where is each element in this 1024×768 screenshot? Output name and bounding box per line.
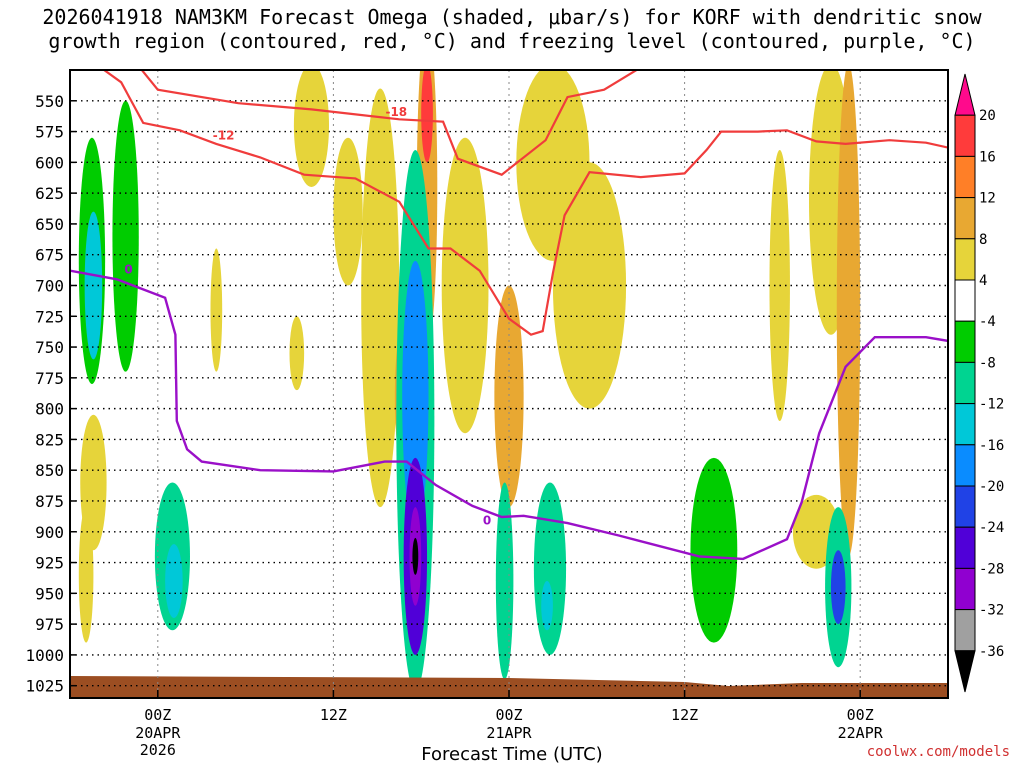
- omega-region-14: [421, 70, 433, 163]
- y-tick-label-650: 650: [35, 215, 64, 234]
- omega-region-24: [541, 581, 553, 631]
- omega-region-22: [495, 482, 514, 680]
- x-date-label-54: 22APR: [838, 724, 884, 742]
- y-tick-label-975: 975: [35, 615, 64, 634]
- x-tick-label-30: 00Z: [495, 706, 522, 724]
- contour-label-3: 0: [483, 514, 491, 528]
- omega-region-19: [412, 537, 419, 575]
- x-tick-label-18: 12Z: [320, 706, 347, 724]
- y-tick-label-775: 775: [35, 369, 64, 388]
- y-tick-label-750: 750: [35, 338, 64, 357]
- omega-region-23: [533, 482, 567, 655]
- y-tick-label-575: 575: [35, 123, 64, 142]
- x-tick-label-6: 00Z: [144, 706, 171, 724]
- colorbar-label--32: -32: [979, 603, 1004, 619]
- colorbar-swatch-9: [954, 444, 976, 487]
- credit-text: coolwx.com/models: [866, 744, 1010, 760]
- omega-region-31: [844, 384, 856, 532]
- y-tick-label-625: 625: [35, 184, 64, 203]
- colorbar-label--28: -28: [979, 561, 1004, 577]
- colorbar-swatch-2: [954, 155, 976, 199]
- omega-region-11: [361, 88, 400, 508]
- colorbar-swatch-12: [954, 567, 976, 611]
- omega-region-7: [210, 248, 223, 372]
- y-tick-label-1000: 1000: [25, 646, 64, 665]
- colorbar-label--12: -12: [979, 397, 1004, 413]
- y-tick-label-875: 875: [35, 492, 64, 511]
- terrain-surface: [70, 676, 948, 698]
- chart-title-line-2: growth region (contoured, red, °C) and f…: [48, 29, 976, 53]
- colorbar-swatch-13: [954, 609, 976, 652]
- freezing-level-contour: [70, 269, 948, 561]
- colorbar-label-20: 20: [979, 108, 996, 124]
- colorbar-swatch-1: [954, 114, 976, 157]
- colorbar-label-12: 12: [979, 191, 996, 207]
- y-tick-label-1025: 1025: [25, 677, 64, 696]
- omega-region-21: [494, 285, 524, 508]
- x-axis-title: Forecast Time (UTC): [421, 744, 603, 765]
- plot-area: -12 -18 0 0: [70, 70, 948, 698]
- colorbar-label--24: -24: [979, 520, 1004, 536]
- colorbar-swatch-8: [954, 403, 976, 446]
- colorbar-label--8: -8: [979, 355, 996, 371]
- colorbar-label--36: -36: [979, 644, 1004, 660]
- y-tick-label-600: 600: [35, 153, 64, 172]
- y-tick-label-850: 850: [35, 461, 64, 480]
- y-tick-label-700: 700: [35, 276, 64, 295]
- colorbar-swatch-4: [954, 238, 976, 281]
- colorbar-swatch-bottom: [954, 650, 976, 693]
- dgz-minus18-contour: [140, 70, 639, 176]
- omega-region-6: [165, 544, 183, 618]
- x-date-label-30: 21APR: [486, 724, 532, 742]
- omega-region-8: [289, 316, 305, 391]
- colorbar-label--20: -20: [979, 479, 1004, 495]
- omega-region-34: [830, 550, 846, 625]
- colorbar-swatch-7: [954, 361, 976, 405]
- y-tick-label-550: 550: [35, 92, 64, 111]
- colorbar-label-8: 8: [979, 232, 987, 248]
- colorbar-label-16: 16: [979, 149, 996, 165]
- y-tick-label-900: 900: [35, 523, 64, 542]
- y-tick-label-675: 675: [35, 246, 64, 265]
- y-tick-label-725: 725: [35, 307, 64, 326]
- x-year-label-6: 2026: [140, 741, 176, 759]
- colorbar-swatch-3: [954, 197, 976, 240]
- chart-title-line-1: 2026041918 NAM3KM Forecast Omega (shaded…: [42, 5, 982, 29]
- omega-region-9: [293, 70, 330, 187]
- y-tick-label-925: 925: [35, 554, 64, 573]
- colorbar-swatch-11: [954, 526, 976, 569]
- contour-label-2: 0: [124, 262, 132, 276]
- x-date-label-6: 20APR: [135, 724, 181, 742]
- omega-region-10: [333, 137, 363, 286]
- colorbar-label-4: 4: [979, 273, 987, 289]
- dgz-minus12-contour: [102, 70, 948, 336]
- contour-label-0: -12: [213, 128, 235, 142]
- colorbar-swatch-top: [954, 73, 976, 116]
- omega-region-27: [690, 457, 738, 643]
- omega-region-2: [112, 100, 139, 372]
- y-tick-label-825: 825: [35, 430, 64, 449]
- colorbar-label--4: -4: [979, 314, 996, 330]
- x-tick-label-54: 00Z: [847, 706, 874, 724]
- x-tick-label-42: 12Z: [671, 706, 698, 724]
- colorbar-label--16: -16: [979, 438, 1004, 454]
- y-tick-label-800: 800: [35, 400, 64, 419]
- y-tick-label-950: 950: [35, 584, 64, 603]
- omega-region-4: [78, 507, 94, 643]
- colorbar-swatch-5: [954, 279, 976, 322]
- colorbar-swatch-6: [954, 320, 976, 363]
- colorbar: 20 16 12 8 4 -4 -8 -12 -16 -20 -24 -28 -32 -36: [954, 73, 1004, 693]
- colorbar-swatch-10: [954, 485, 976, 528]
- contour-label-1: -18: [385, 105, 407, 119]
- omega-region-20: [441, 137, 489, 434]
